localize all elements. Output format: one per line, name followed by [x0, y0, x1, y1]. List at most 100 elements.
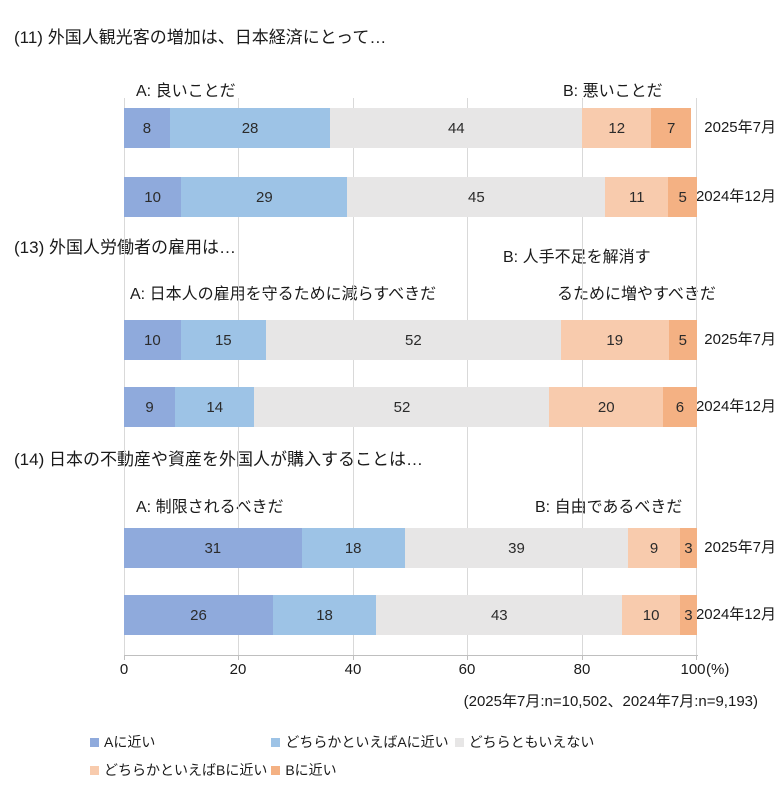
x-tick-100 — [696, 655, 697, 660]
option-label-a-11: A: 良いことだ — [136, 83, 236, 100]
gridline-80 — [582, 98, 583, 655]
bar-segment: 44 — [330, 108, 583, 148]
bar-category-label: 2025年7月 — [704, 119, 776, 136]
option-label-b-11: B: 悪いことだ — [563, 83, 663, 100]
bar-category-label: 2025年7月 — [704, 331, 776, 348]
gridline-40 — [353, 98, 354, 655]
bar-segment: 39 — [404, 528, 629, 568]
bar-segment-value: 3 — [684, 606, 693, 624]
sample-size-note: (2025年7月:n=10,502、2024年7月:n=9,193) — [463, 693, 758, 710]
bar-segment-value: 15 — [214, 331, 232, 349]
gridline-60 — [467, 98, 468, 655]
bar-segment-value: 29 — [256, 188, 273, 206]
bar-category-label: 2024年12月 — [695, 606, 776, 623]
x-tick-label-60: 60 — [458, 661, 476, 678]
bar-segment-value: 18 — [344, 539, 362, 557]
bar-segment-value: 6 — [675, 398, 685, 416]
bar-segment: 10 — [622, 595, 680, 635]
bar-category-label: 2024年12月 — [695, 398, 776, 415]
bar-segment-value: 9 — [649, 539, 659, 557]
bar-segment: 3 — [679, 595, 697, 635]
bar-segment: 3 — [679, 528, 697, 568]
bar-segment-value: 26 — [190, 606, 207, 624]
legend-swatch-a-somewhat-icon — [271, 737, 281, 747]
bar-segment-value: 14 — [206, 398, 224, 416]
bar-segment: 28 — [169, 108, 331, 148]
bar-segment: 18 — [272, 595, 377, 635]
bar-segment-value: 43 — [490, 606, 508, 624]
bar-segment-value: 18 — [316, 606, 333, 624]
question-title-14: (14) 日本の不動産や資産を外国人が購入することは… — [14, 450, 423, 469]
legend-label-neutral: どちらともいえない — [468, 734, 595, 750]
stacked-bar: 9 14 52 20 6 — [124, 387, 697, 427]
bar-segment-value: 11 — [629, 188, 645, 206]
legend-item-b-somewhat[interactable]: どちらかといえばBに近い — [90, 761, 267, 779]
bar-segment-value: 20 — [597, 398, 615, 416]
legend-item-neutral[interactable]: どちらともいえない — [454, 733, 595, 751]
bar-segment: 26 — [124, 595, 273, 635]
x-axis-line — [124, 655, 698, 656]
bar-segment: 9 — [628, 528, 680, 568]
x-tick-label-20: 20 — [229, 661, 247, 678]
legend-row-bottom: どちらかといえばBに近い Bに近い — [90, 761, 337, 779]
legend-label-b-near: Bに近い — [285, 762, 337, 778]
bar-segment: 12 — [582, 108, 652, 148]
option-label-a-14: A: 制限されるべきだ — [136, 499, 284, 516]
bar-segment-value: 52 — [405, 331, 422, 349]
bar-segment-value: 8 — [142, 119, 152, 137]
bar-segment: 15 — [180, 320, 266, 360]
bar-segment-value: 28 — [241, 119, 259, 137]
stacked-bar: 31 18 39 9 3 — [124, 528, 697, 568]
bar-segment-value: 31 — [204, 539, 222, 557]
option-label-a-13: A: 日本人の雇用を守るために減らすべきだ — [130, 286, 437, 303]
bar-segment-value: 44 — [447, 119, 465, 137]
bar-segment: 6 — [662, 387, 697, 427]
bar-segment-value: 10 — [144, 331, 161, 349]
bar-segment: 19 — [560, 320, 669, 360]
bar-segment: 45 — [347, 177, 606, 217]
bar-segment-value: 52 — [393, 398, 411, 416]
bar-segment: 29 — [181, 177, 348, 217]
bar-segment: 52 — [265, 320, 561, 360]
legend-swatch-a-near-icon — [90, 737, 99, 747]
x-tick-20 — [238, 655, 239, 660]
bar-segment: 7 — [651, 108, 692, 148]
x-tick-40 — [353, 655, 354, 660]
legend-label-a-near: Aに近い — [104, 734, 156, 750]
legend-label-b-somewhat: どちらかといえばBに近い — [104, 762, 268, 778]
bar-segment-value: 39 — [508, 539, 525, 557]
legend-swatch-b-somewhat-icon — [90, 765, 99, 775]
legend-swatch-b-near-icon — [271, 765, 281, 775]
bar-segment-value: 19 — [606, 331, 624, 349]
bar-segment: 9 — [124, 387, 176, 427]
legend-item-a-somewhat[interactable]: どちらかといえばAに近い — [271, 733, 449, 751]
bar-segment: 10 — [124, 177, 182, 217]
bar-segment-value: 5 — [678, 331, 687, 349]
x-tick-80 — [582, 655, 583, 660]
bar-segment-value: 45 — [468, 188, 485, 206]
gridline-20 — [238, 98, 239, 655]
gridline-0 — [124, 98, 125, 655]
bar-segment-value: 7 — [667, 119, 676, 137]
stacked-bar: 8 28 44 12 7 — [124, 108, 697, 148]
option-label-b-13-line1: B: 人手不足を解消す — [503, 249, 651, 266]
x-tick-label-80: 80 — [573, 661, 591, 678]
option-label-b-14: B: 自由であるべきだ — [535, 499, 683, 516]
x-tick-60 — [467, 655, 468, 660]
bar-segment: 10 — [124, 320, 181, 360]
x-tick-label-100: 100 — [680, 661, 706, 678]
bar-category-label: 2024年12月 — [695, 188, 776, 205]
legend-item-a-near[interactable]: Aに近い — [90, 733, 155, 751]
stacked-bar: 10 15 52 19 5 — [124, 320, 698, 360]
bar-segment: 5 — [668, 177, 697, 217]
stacked-bar: 26 18 43 10 3 — [124, 595, 697, 635]
legend-item-b-near[interactable]: Bに近い — [271, 761, 337, 779]
bar-segment: 8 — [124, 108, 170, 148]
bar-segment: 31 — [124, 528, 302, 568]
bar-segment: 11 — [605, 177, 669, 217]
bar-segment: 5 — [668, 320, 698, 360]
legend-label-a-somewhat: どちらかといえばAに近い — [285, 734, 449, 750]
bar-segment-value: 10 — [144, 188, 161, 206]
bar-segment-value: 5 — [678, 188, 687, 206]
